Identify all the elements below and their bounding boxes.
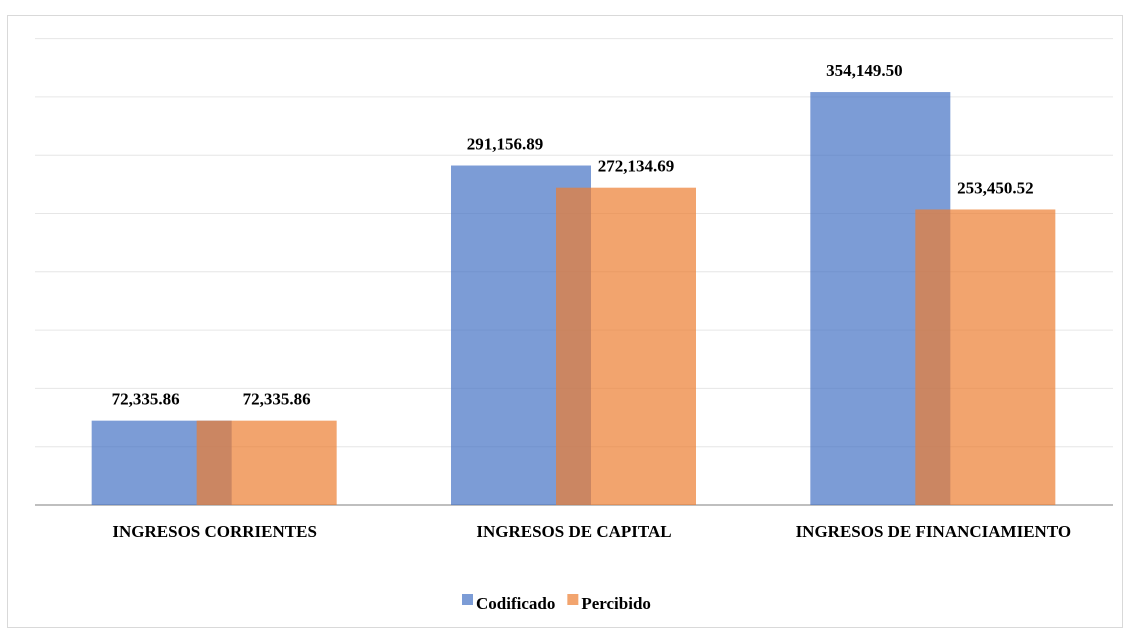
data-label: 72,335.86	[112, 390, 180, 409]
x-tick-label: INGRESOS CORRIENTES	[65, 521, 365, 542]
data-label: 291,156.89	[467, 135, 544, 154]
data-label: 72,335.86	[243, 390, 311, 409]
chart-container: 72,335.86 291,156.89 354,149.50 72,335.86 27…	[0, 0, 1130, 634]
bar	[197, 421, 337, 505]
data-label: 354,149.50	[826, 61, 903, 80]
bar	[915, 209, 1055, 505]
x-tick-label: INGRESOS DE FINANCIAMIENTO	[783, 521, 1083, 542]
legend-swatch	[567, 594, 578, 605]
x-tick-label: INGRESOS DE CAPITAL	[424, 521, 724, 542]
legend-label: Codificado	[476, 594, 555, 613]
data-label: 272,134.69	[598, 157, 675, 176]
data-label: 253,450.52	[957, 178, 1034, 197]
bar	[556, 188, 696, 505]
legend-label: Percibido	[581, 594, 651, 613]
legend-swatch	[462, 594, 473, 605]
